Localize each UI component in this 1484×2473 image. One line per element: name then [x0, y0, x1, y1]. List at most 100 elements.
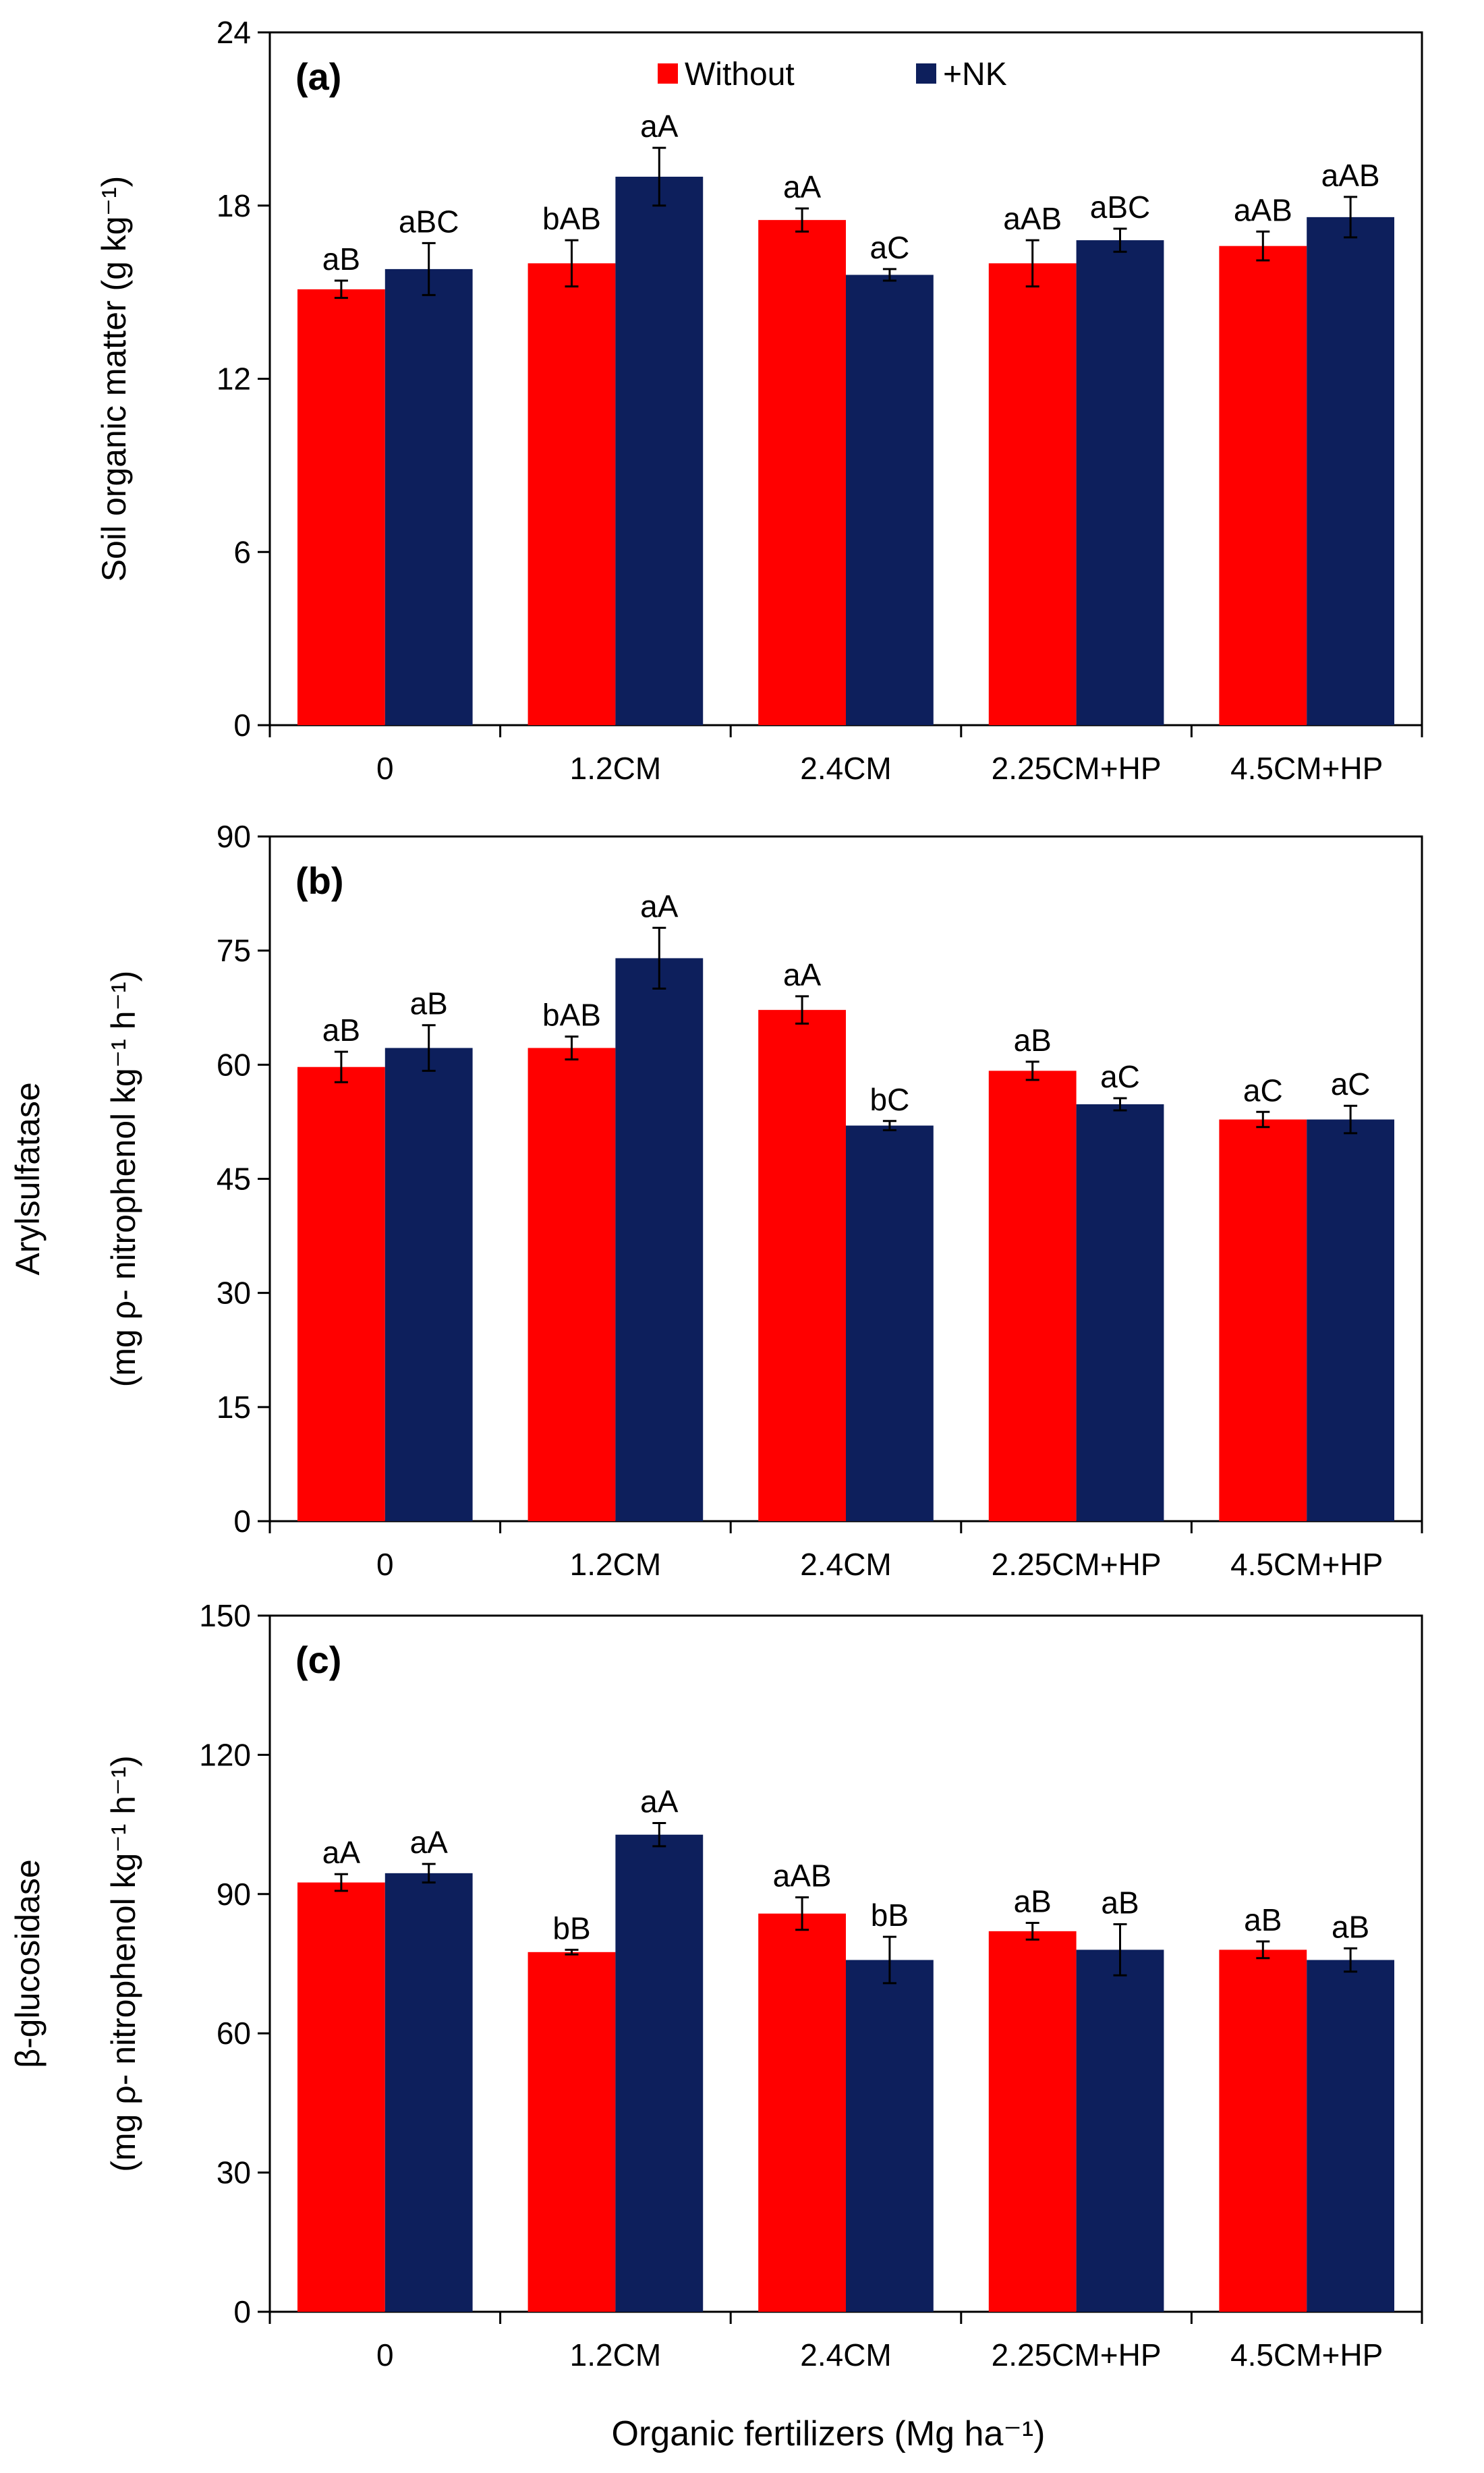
data-label: bAB [542, 998, 601, 1033]
bar-without [527, 1952, 616, 2312]
x-tick-label: 2.25CM+HP [992, 1547, 1162, 1582]
bar-without [758, 1010, 846, 1521]
x-tick-label: 1.2CM [570, 2337, 661, 2372]
y-tick-label: 24 [217, 15, 251, 50]
panel-c: 0 30 60 90 120 150 0 1.2CM 2.4CM 2.25CM+HP 4.5CM+H… [9, 1598, 1423, 2372]
y-tick-label: 90 [217, 819, 251, 854]
data-label: aC [1243, 1073, 1283, 1108]
bar-nk [384, 1873, 473, 2312]
bar-nk [1307, 1119, 1395, 1521]
bar-nk [1076, 1104, 1164, 1521]
data-label: bB [552, 1910, 590, 1945]
y-tick-label: 0 [233, 2294, 251, 2329]
panel-label: (c) [295, 1639, 341, 1681]
bar-without [527, 263, 616, 725]
panel-b: 0 15 30 45 60 75 90 0 1.2CM 2.4CM 2.25CM+HP 4.5CM+H… [9, 819, 1423, 1582]
y-tick-label: 75 [217, 933, 251, 968]
y-tick-label: 60 [217, 2016, 251, 2051]
y-axis-title: Arylsulfatase [9, 1082, 47, 1275]
legend-entry: Without [685, 57, 795, 92]
bar-without [988, 263, 1077, 725]
x-tick-label: 4.5CM+HP [1230, 2337, 1383, 2372]
bar-nk [615, 958, 704, 1521]
bar-without [297, 1067, 385, 1521]
data-label: aB [1332, 1909, 1369, 1944]
y-tick-label: 30 [217, 1276, 251, 1311]
x-axis-title: Organic fertilizers (Mg ha⁻¹) [612, 2414, 1046, 2453]
data-label: aBC [399, 204, 459, 239]
y-tick-label: 15 [217, 1390, 251, 1425]
data-label: bAB [542, 201, 601, 236]
bar-nk [846, 1960, 934, 2312]
bar-without [1219, 246, 1307, 725]
legend-swatch [916, 63, 936, 84]
y-tick-label: 12 [217, 362, 251, 397]
y-axis-title: β-glucosidase [9, 1859, 47, 2068]
y-tick-label: 90 [217, 1877, 251, 1912]
panel-a: 0 6 12 18 24 0 1.2CM 2.4CM 2.25CM+HP 4.5CM+HP aB bA… [95, 15, 1423, 786]
data-label: aAB [1003, 201, 1062, 236]
data-label: aA [640, 1784, 679, 1819]
data-label: bC [869, 1082, 909, 1117]
bar-without [988, 1071, 1077, 1521]
data-label: aA [783, 957, 822, 992]
x-tick-label: 0 [376, 751, 394, 786]
y-tick-label: 0 [233, 1504, 251, 1539]
y-tick-label: 6 [233, 534, 251, 569]
data-label: aB [1014, 1883, 1052, 1918]
data-label: aB [322, 1013, 360, 1048]
y-tick-label: 30 [217, 2155, 251, 2190]
x-tick-label: 1.2CM [570, 751, 661, 786]
bar-nk [615, 176, 704, 725]
y-axis-title: (mg ρ- nitrophenol kg⁻¹ h⁻¹) [105, 971, 142, 1388]
bar-without [297, 289, 385, 725]
y-axis-title: Soil organic matter (g kg⁻¹) [95, 176, 133, 582]
bar-without [1219, 1950, 1307, 2312]
data-label: aAB [1234, 192, 1292, 227]
bar-nk [846, 275, 934, 725]
x-tick-label: 4.5CM+HP [1230, 751, 1383, 786]
data-label: aC [1331, 1067, 1371, 1102]
data-label: aB [1101, 1885, 1139, 1921]
data-label: aAB [773, 1858, 832, 1894]
bar-without [988, 1931, 1077, 2312]
y-tick-label: 18 [217, 188, 251, 223]
bar-without [758, 1913, 846, 2312]
x-tick-label: 2.25CM+HP [992, 2337, 1162, 2372]
bar-without [758, 220, 846, 725]
x-tick-label: 2.25CM+HP [992, 751, 1162, 786]
data-label: aBC [1090, 190, 1150, 225]
bar-without [297, 1882, 385, 2312]
data-label: aA [410, 1825, 449, 1860]
panel-label: (a) [295, 55, 341, 98]
data-label: bB [871, 1898, 909, 1933]
panel-label: (b) [295, 859, 344, 902]
legend-swatch [658, 63, 678, 84]
y-axis-title: (mg ρ- nitrophenol kg⁻¹ h⁻¹) [105, 1755, 142, 2172]
data-label: aA [783, 169, 822, 204]
bar-nk [1307, 1960, 1395, 2312]
data-label: aC [869, 230, 909, 265]
data-label: aA [640, 888, 679, 923]
y-tick-label: 120 [199, 1737, 251, 1772]
data-label: aB [1014, 1023, 1052, 1058]
y-tick-label: 45 [217, 1162, 251, 1197]
bar-nk [615, 1834, 704, 2312]
bar-without [527, 1048, 616, 1521]
data-label: aA [640, 109, 679, 144]
y-tick-label: 150 [199, 1598, 251, 1633]
data-label: aA [322, 1835, 361, 1870]
y-tick-label: 60 [217, 1047, 251, 1082]
x-tick-label: 4.5CM+HP [1230, 1547, 1383, 1582]
data-label: aB [410, 986, 448, 1021]
x-tick-label: 0 [376, 2337, 394, 2372]
bar-nk [1076, 240, 1164, 726]
data-label: aB [322, 241, 360, 277]
data-label: aAB [1321, 158, 1380, 193]
bar-nk [384, 268, 473, 725]
bar-nk [1076, 1950, 1164, 2312]
bar-without [1219, 1119, 1307, 1521]
bar-nk [1307, 217, 1395, 725]
x-tick-label: 0 [376, 1547, 394, 1582]
